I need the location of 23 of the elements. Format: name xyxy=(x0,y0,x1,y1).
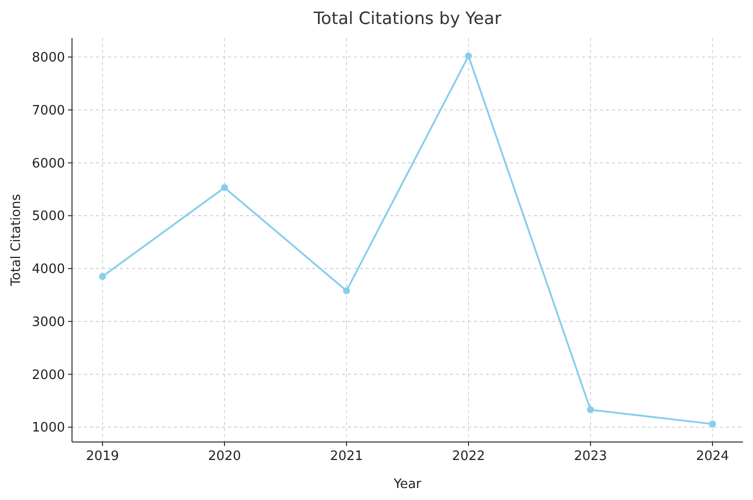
y-tick-label: 7000 xyxy=(32,103,65,118)
y-tick-label: 4000 xyxy=(32,262,65,278)
y-tick-label: 6000 xyxy=(32,156,65,172)
point xyxy=(343,287,350,294)
y-tick-label: 5000 xyxy=(32,209,65,224)
x-tick-label: 2021 xyxy=(330,449,364,464)
y-tick-label: 2000 xyxy=(32,368,65,383)
y-tick-label: 1000 xyxy=(32,420,65,436)
x-axis-title: Year xyxy=(392,477,422,492)
point xyxy=(587,406,594,414)
point xyxy=(709,420,716,428)
x-tick-label: 2020 xyxy=(208,449,242,464)
point xyxy=(99,272,106,280)
y-tick-label: 3000 xyxy=(32,314,65,330)
x-tick-label: 2023 xyxy=(574,449,608,464)
y-axis-title: Total Citations xyxy=(9,194,24,287)
x-tick-label: 2019 xyxy=(86,449,120,464)
point xyxy=(465,52,472,60)
point xyxy=(221,184,228,192)
x-tick-label: 2024 xyxy=(696,449,730,464)
x-tick-label: 2022 xyxy=(452,449,486,464)
y-tick-label: 8000 xyxy=(32,50,65,66)
chart-title: Total Citations by Year xyxy=(312,9,502,29)
